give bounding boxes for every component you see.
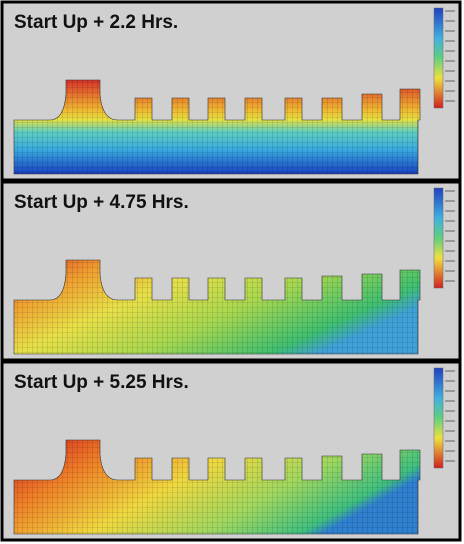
legend-label (445, 30, 455, 32)
panel: Start Up + 4.75 Hrs. (0, 180, 462, 362)
legend-label (445, 280, 455, 282)
panel-title: Start Up + 5.25 Hrs. (14, 372, 189, 393)
legend-label (445, 70, 455, 72)
legend-label (445, 450, 455, 452)
legend-label (445, 410, 455, 412)
legend-label (445, 440, 455, 442)
legend-label (445, 430, 455, 432)
legend-bar (433, 367, 444, 469)
legend-label (445, 210, 455, 212)
legend-label (445, 90, 455, 92)
legend-label (445, 420, 455, 422)
legend-label (445, 20, 455, 22)
legend-label (445, 40, 455, 42)
legend-label (445, 370, 455, 372)
legend-label (445, 220, 455, 222)
legend-label (445, 190, 455, 192)
legend-label (445, 230, 455, 232)
legend-label (445, 50, 455, 52)
panel-title: Start Up + 4.75 Hrs. (14, 192, 189, 213)
legend-label (445, 390, 455, 392)
legend-label (445, 260, 455, 262)
legend-bar (433, 187, 444, 289)
legend-label (445, 240, 455, 242)
legend-label (445, 60, 455, 62)
legend-label (445, 380, 455, 382)
panel: Start Up + 5.25 Hrs. (0, 360, 462, 542)
mesh (13, 79, 421, 175)
legend-label (445, 100, 455, 102)
legend-label (445, 270, 455, 272)
mesh (13, 439, 421, 535)
legend-label (445, 200, 455, 202)
legend-label (445, 10, 455, 12)
legend-label (445, 460, 455, 462)
mesh (13, 259, 421, 355)
legend-label (445, 80, 455, 82)
legend-label (445, 250, 455, 252)
legend-label (445, 400, 455, 402)
legend-bar (433, 7, 444, 109)
panel: Start Up + 2.2 Hrs. (0, 0, 462, 182)
panel-title: Start Up + 2.2 Hrs. (14, 12, 178, 33)
